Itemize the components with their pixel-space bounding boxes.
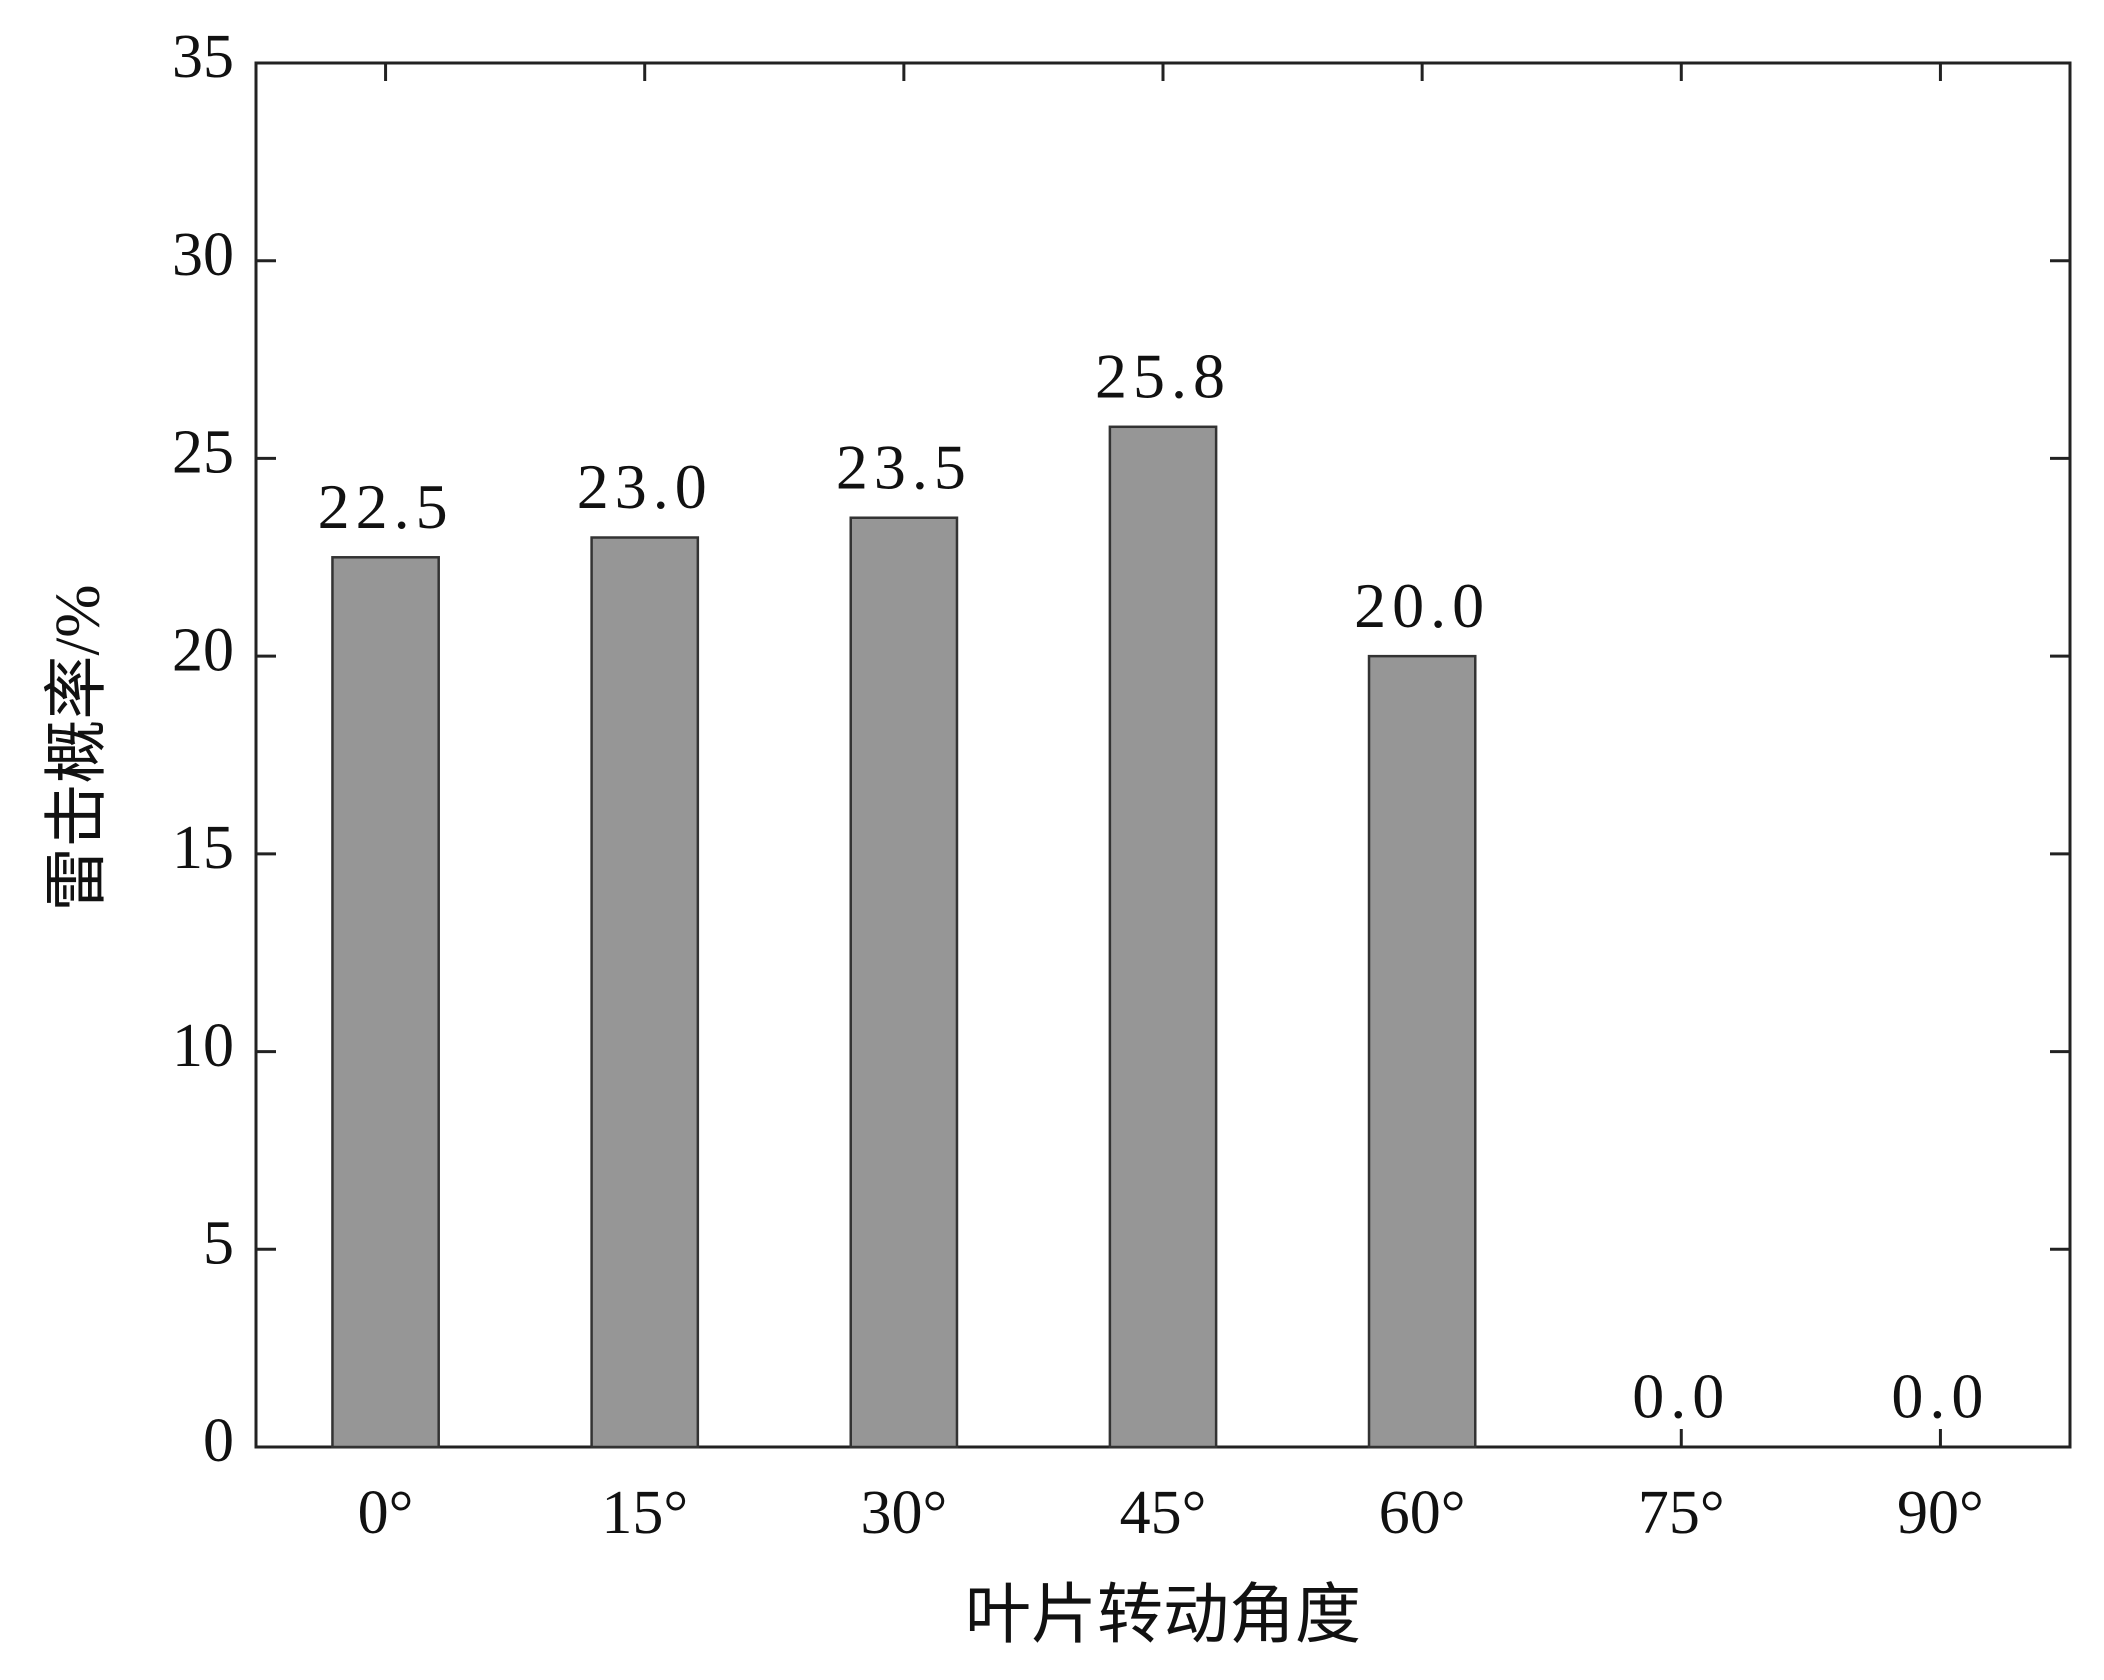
value-label: 22.5 (318, 471, 454, 542)
y-tick-label: 15 (172, 814, 234, 882)
value-label: 23.5 (836, 431, 972, 502)
value-label: 20.0 (1354, 570, 1490, 641)
y-tick-label: 25 (172, 419, 234, 487)
y-axis-label: 雷击概率/% (42, 584, 113, 911)
x-tick-label: 90° (1897, 1479, 1984, 1547)
y-tick-label: 35 (172, 23, 234, 91)
x-tick-label: 45° (1120, 1479, 1207, 1547)
x-tick-label: 75° (1638, 1479, 1725, 1547)
y-tick-label: 10 (172, 1012, 234, 1080)
x-tick-label: 15° (601, 1479, 688, 1547)
x-tick-label: 30° (860, 1479, 947, 1547)
bar (1108, 425, 1218, 1449)
bar (1367, 654, 1477, 1449)
y-tick-label: 0 (203, 1407, 234, 1475)
y-tick-label: 5 (203, 1210, 234, 1278)
x-tick-label: 0° (358, 1479, 414, 1547)
bar (849, 516, 959, 1449)
y-tick-label: 20 (172, 616, 234, 684)
bar (331, 556, 440, 1449)
y-tick-label: 30 (172, 221, 234, 289)
value-label: 23.0 (577, 451, 713, 522)
value-label: 25.8 (1095, 340, 1231, 411)
value-label: 0.0 (1632, 1361, 1730, 1432)
x-tick-label: 60° (1379, 1479, 1466, 1547)
bar (590, 536, 700, 1449)
x-axis-label: 叶片转动角度 (965, 1579, 1361, 1652)
value-label: 0.0 (1891, 1361, 1989, 1432)
